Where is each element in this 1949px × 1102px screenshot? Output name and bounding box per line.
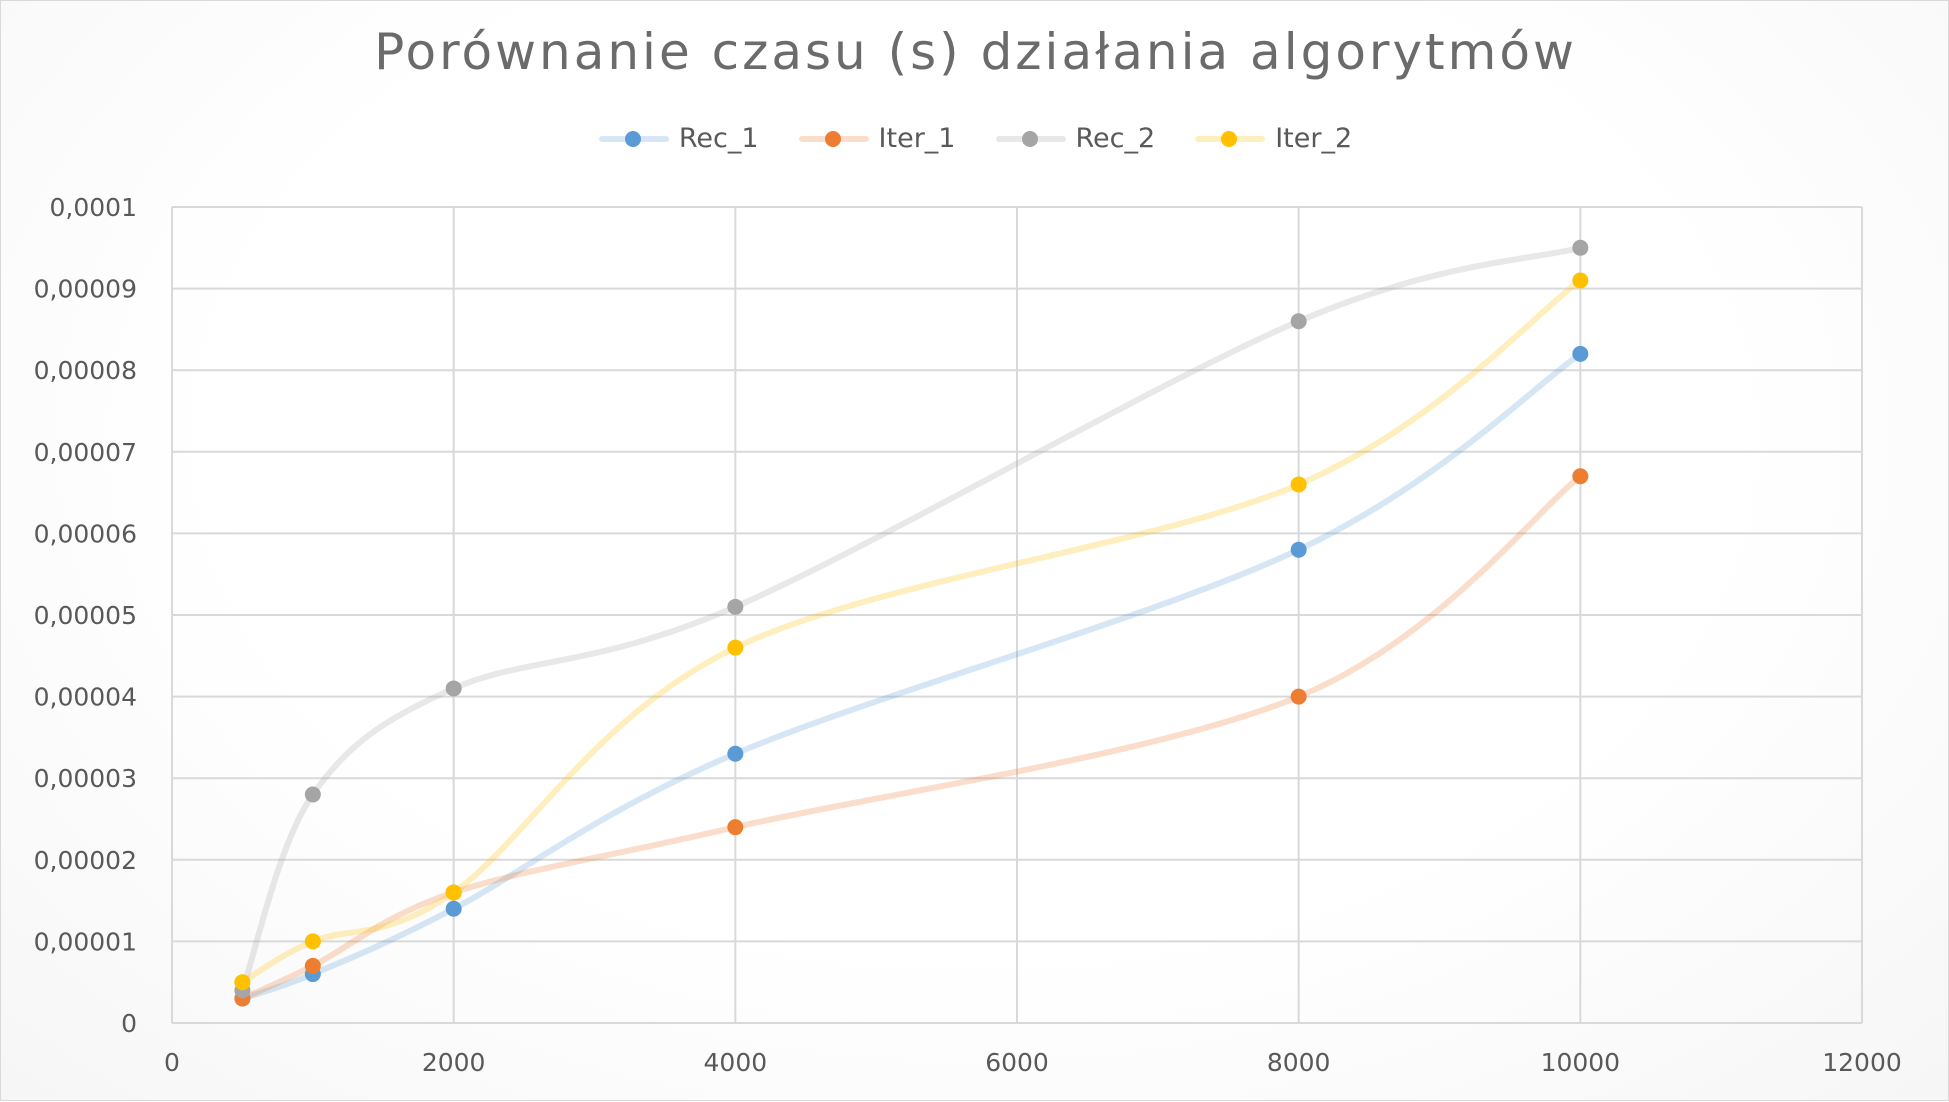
legend-item-iter-2[interactable]: Iter_2 xyxy=(1195,123,1352,154)
legend-marker xyxy=(824,130,841,147)
x-tick-label: 2000 xyxy=(422,1048,486,1077)
series-line-rec-2 xyxy=(239,244,1584,994)
y-tick-label: 0,0001 xyxy=(50,193,137,222)
data-point-rec-1[interactable] xyxy=(727,745,744,762)
chart-title: Porównanie czasu (s) działania algorytmó… xyxy=(374,23,1577,81)
legend-label: Iter_2 xyxy=(1275,123,1353,154)
data-point-iter-1[interactable] xyxy=(1572,468,1589,485)
y-tick-label: 0,00002 xyxy=(34,846,137,875)
legend-item-iter-1[interactable]: Iter_1 xyxy=(798,123,956,154)
y-tick-label: 0,00006 xyxy=(34,519,137,548)
legend-marker xyxy=(1021,130,1038,147)
data-point-rec-1[interactable] xyxy=(1290,541,1307,558)
y-tick-label: 0,00008 xyxy=(34,356,137,385)
data-point-iter-2[interactable] xyxy=(234,974,251,991)
y-tick-label: 0,00001 xyxy=(34,927,137,956)
y-tick-label: 0 xyxy=(121,1009,137,1038)
legend-label: Iter_1 xyxy=(878,123,956,154)
series-layer xyxy=(234,239,1589,1007)
series-line-iter-1 xyxy=(239,473,1584,1002)
x-tick-label: 8000 xyxy=(1267,1048,1331,1077)
legend-item-rec-2[interactable]: Rec_2 xyxy=(995,123,1156,154)
data-point-rec-2[interactable] xyxy=(727,598,744,615)
data-point-iter-2[interactable] xyxy=(727,639,744,656)
data-point-rec-2[interactable] xyxy=(1290,313,1307,330)
data-point-iter-1[interactable] xyxy=(304,957,321,974)
data-point-rec-2[interactable] xyxy=(304,786,321,803)
y-tick-label: 0,00009 xyxy=(34,275,137,304)
data-point-rec-1[interactable] xyxy=(445,900,462,917)
data-point-rec-2[interactable] xyxy=(1572,239,1589,256)
legend-marker xyxy=(624,130,641,147)
legend-swatch-iter-2 xyxy=(1195,129,1266,149)
data-point-rec-1[interactable] xyxy=(1572,345,1589,362)
x-tick-label: 6000 xyxy=(985,1048,1049,1077)
y-tick-label: 0,00003 xyxy=(34,764,137,793)
legend-swatch-iter-1 xyxy=(798,129,869,149)
y-tick-label: 0,00007 xyxy=(34,438,137,467)
legend-swatch-rec-1 xyxy=(598,129,669,149)
legend: Rec_1 Iter_1 Rec_2 Iter_2 xyxy=(1,123,1949,154)
legend-label: Rec_2 xyxy=(1075,123,1156,154)
data-point-iter-2[interactable] xyxy=(1290,476,1307,493)
x-tick-label: 10000 xyxy=(1541,1048,1621,1077)
data-point-iter-2[interactable] xyxy=(1572,272,1589,289)
data-point-iter-1[interactable] xyxy=(727,819,744,836)
data-point-rec-2[interactable] xyxy=(445,680,462,697)
x-tick-label: 4000 xyxy=(704,1048,768,1077)
axis-tick-labels: 0 0,00001 0,00002 0,00003 0,00004 0,00005 0,00… xyxy=(34,193,1902,1077)
gridlines xyxy=(171,206,1863,1024)
legend-marker xyxy=(1221,130,1238,147)
legend-label: Rec_1 xyxy=(678,123,759,154)
series-line-iter-2 xyxy=(239,277,1584,986)
data-point-iter-2[interactable] xyxy=(445,884,462,901)
data-point-iter-2[interactable] xyxy=(304,933,321,950)
legend-item-rec-1[interactable]: Rec_1 xyxy=(598,123,759,154)
legend-swatch-rec-2 xyxy=(995,129,1066,149)
y-tick-label: 0,00004 xyxy=(34,683,137,712)
y-tick-label: 0,00005 xyxy=(34,601,137,630)
data-point-iter-1[interactable] xyxy=(1290,688,1307,705)
x-tick-label: 0 xyxy=(164,1048,180,1077)
x-tick-label: 12000 xyxy=(1822,1048,1902,1077)
